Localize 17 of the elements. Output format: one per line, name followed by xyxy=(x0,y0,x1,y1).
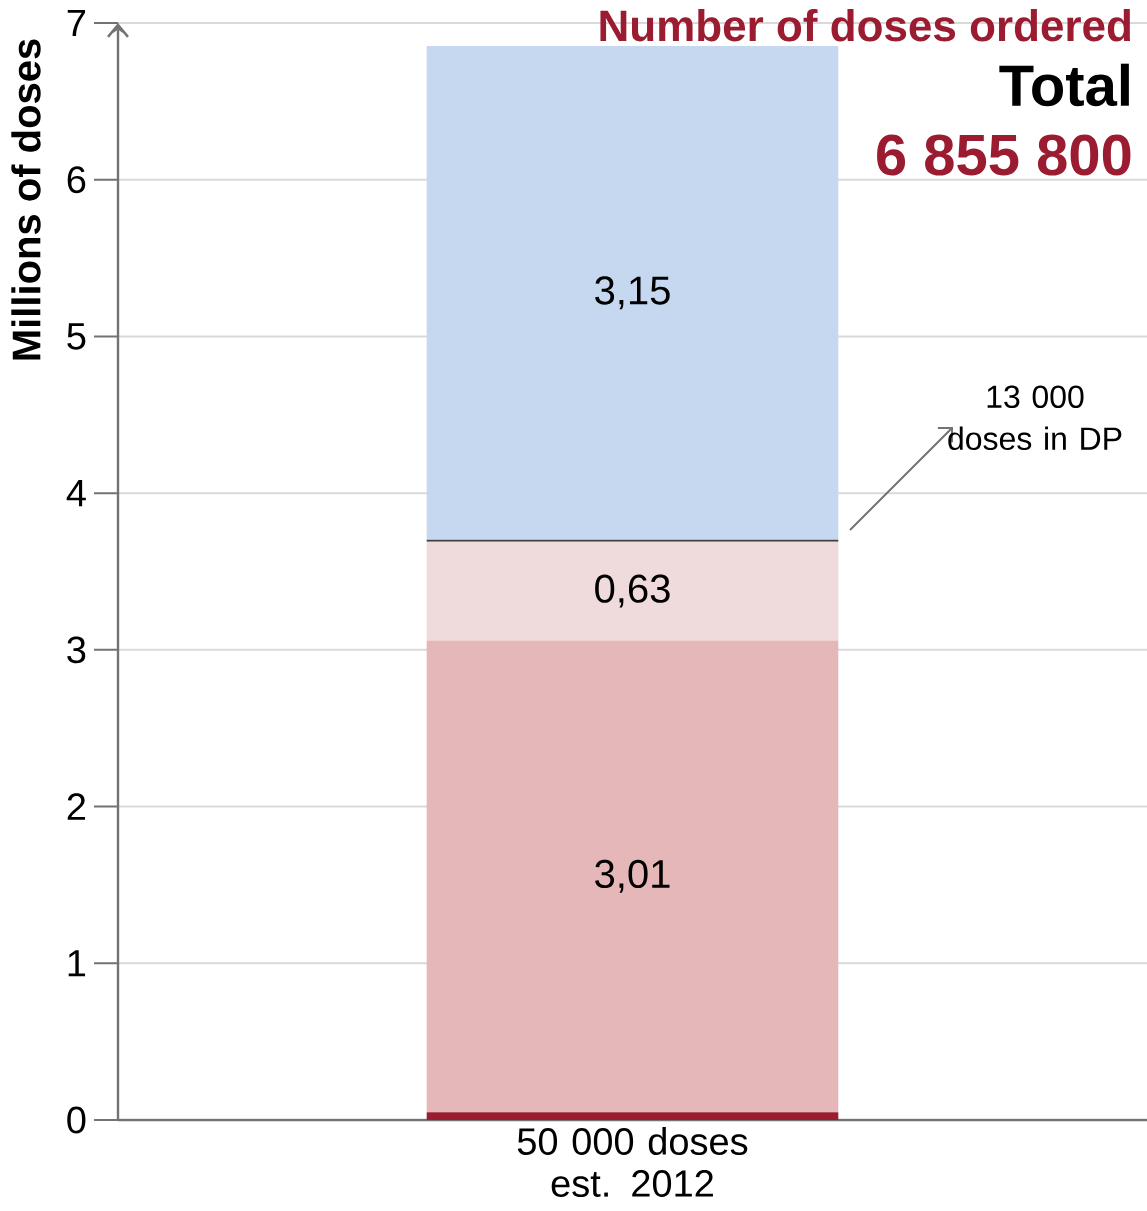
y-tick-label: 5 xyxy=(67,323,86,350)
y-tick-label: 1 xyxy=(68,950,86,977)
y-tick-label: 0 xyxy=(67,1106,86,1134)
y-tick-label: 2 xyxy=(67,793,86,820)
y-axis-title: Millions of doses xyxy=(11,39,41,360)
annotation: 13 000 doses in DP xyxy=(948,385,1122,451)
annotation: 6 855 800 xyxy=(877,134,1131,176)
data-label: 0,63 xyxy=(595,574,670,608)
y-tick-label: 4 xyxy=(66,480,86,507)
data-label: 3,15 xyxy=(595,276,670,310)
y-tick-label: 3 xyxy=(67,636,86,664)
x-tick-label: 50 000 doses est. 2012 xyxy=(517,1127,748,1197)
y-tick-label: 7 xyxy=(67,9,86,37)
chart-title: Number of doses ordered xyxy=(600,9,1131,42)
annotation: Total xyxy=(999,63,1129,107)
data-label: 3,01 xyxy=(595,859,670,893)
y-tick-label: 6 xyxy=(67,166,86,194)
